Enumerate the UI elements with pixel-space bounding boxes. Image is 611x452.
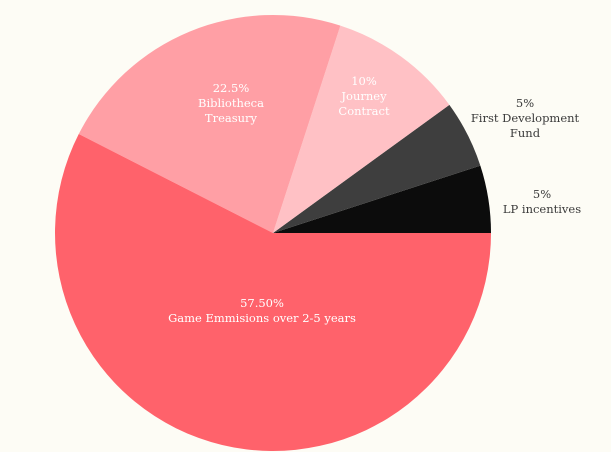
slice-percent-label: 57.50%: [240, 296, 284, 310]
slice-label-lp-incentives: 5% LP incentives: [503, 187, 581, 216]
slice-name-label: Fund: [510, 126, 541, 140]
pie-slice-first-development-fund: [273, 104, 481, 233]
slice-label-bibliotheca-treasury: 22.5% Bibliotheca Treasury: [198, 81, 264, 125]
slice-name-label: Game Emmisions over 2-5 years: [168, 311, 356, 325]
slice-percent-label: 22.5%: [213, 81, 250, 95]
slice-name-label: Journey: [340, 89, 387, 103]
slice-label-game-emmisions-over-2-5-years: 57.50% Game Emmisions over 2-5 years: [168, 296, 356, 325]
pie-slice-lp-incentives: [273, 165, 491, 233]
slice-percent-label: 5%: [533, 187, 551, 201]
slice-label-journey-contract: 10% Journey Contract: [338, 74, 390, 118]
slice-percent-label: 5%: [516, 96, 534, 110]
slice-name-label: Contract: [338, 104, 390, 118]
pie-slice-game-emmisions-over-2-5-years: [55, 134, 491, 451]
pie-slices: [55, 14, 491, 451]
slice-name-label: Treasury: [205, 111, 258, 125]
slice-label-first-development-fund: 5% First Development Fund: [471, 96, 580, 140]
pie-slice-bibliotheca-treasury: [78, 14, 341, 233]
slice-percent-label: 10%: [351, 74, 377, 88]
slice-name-label: Bibliotheca: [198, 96, 264, 110]
slice-name-label: LP incentives: [503, 202, 581, 216]
pie-slice-journey-contract: [273, 25, 450, 234]
slice-name-label: First Development: [471, 111, 580, 125]
